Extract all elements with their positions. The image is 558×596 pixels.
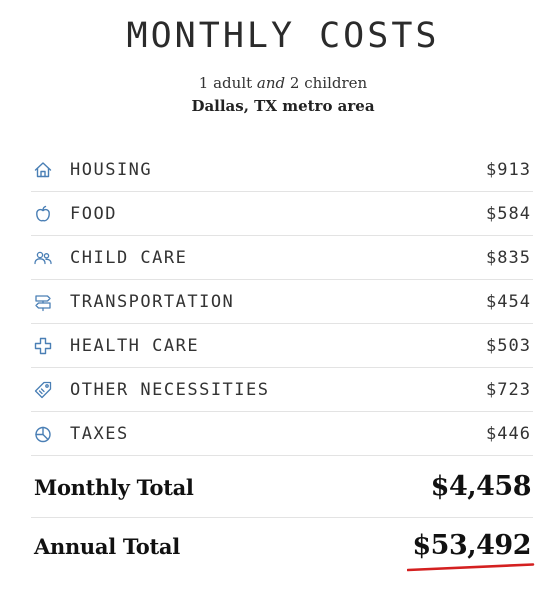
cost-row-other-necessities: OTHER NECESSITIES $723 (31, 368, 533, 412)
cost-amount: $584 (486, 204, 531, 224)
monthly-total-label: Monthly Total (34, 475, 194, 500)
apple-icon (33, 204, 53, 224)
cost-label: TRANSPORTATION (70, 292, 235, 312)
cost-label: HEALTH CARE (70, 336, 200, 356)
cost-row-housing: HOUSING $913 (31, 148, 533, 192)
pie-chart-icon (33, 424, 53, 444)
annual-total-label: Annual Total (34, 534, 180, 559)
signpost-icon (33, 292, 53, 312)
cost-label: FOOD (70, 204, 117, 224)
location-label: Dallas, TX metro area (191, 97, 375, 115)
tag-icon (33, 380, 53, 400)
cost-row-transportation: TRANSPORTATION $454 (31, 280, 533, 324)
household-description: 1 adult and 2 children (0, 74, 558, 92)
annual-total-row: Annual Total $53,492 (31, 518, 535, 578)
cost-amount: $454 (486, 292, 531, 312)
household-children: 2 children (289, 74, 368, 92)
cost-amount: $503 (486, 336, 531, 356)
page-title: MONTHLY COSTS (126, 16, 440, 56)
annual-total-underline (407, 563, 535, 572)
cost-row-child-care: CHILD CARE $835 (31, 236, 533, 280)
monthly-total-row: Monthly Total $4,458 (31, 462, 533, 518)
annual-total-value: $53,492 (412, 530, 531, 561)
monthly-total-value: $4,458 (430, 471, 532, 502)
house-icon (33, 160, 53, 180)
cost-label: HOUSING (70, 160, 153, 180)
cost-row-health-care: HEALTH CARE $503 (31, 324, 533, 368)
medical-cross-icon (33, 336, 53, 356)
cost-amount: $446 (486, 424, 531, 444)
cost-row-food: FOOD $584 (31, 192, 533, 236)
cost-amount: $913 (486, 160, 531, 180)
cost-row-taxes: TAXES $446 (31, 412, 533, 456)
cost-amount: $835 (486, 248, 531, 268)
household-conjunction: and (256, 74, 286, 92)
cost-list: HOUSING $913 FOOD $584 CHILD CARE $835 (31, 148, 533, 456)
household-adults: 1 adult (198, 74, 253, 92)
cost-amount: $723 (486, 380, 531, 400)
cost-label: OTHER NECESSITIES (70, 380, 270, 400)
people-icon (33, 248, 53, 268)
cost-label: TAXES (70, 424, 129, 444)
cost-label: CHILD CARE (70, 248, 188, 268)
